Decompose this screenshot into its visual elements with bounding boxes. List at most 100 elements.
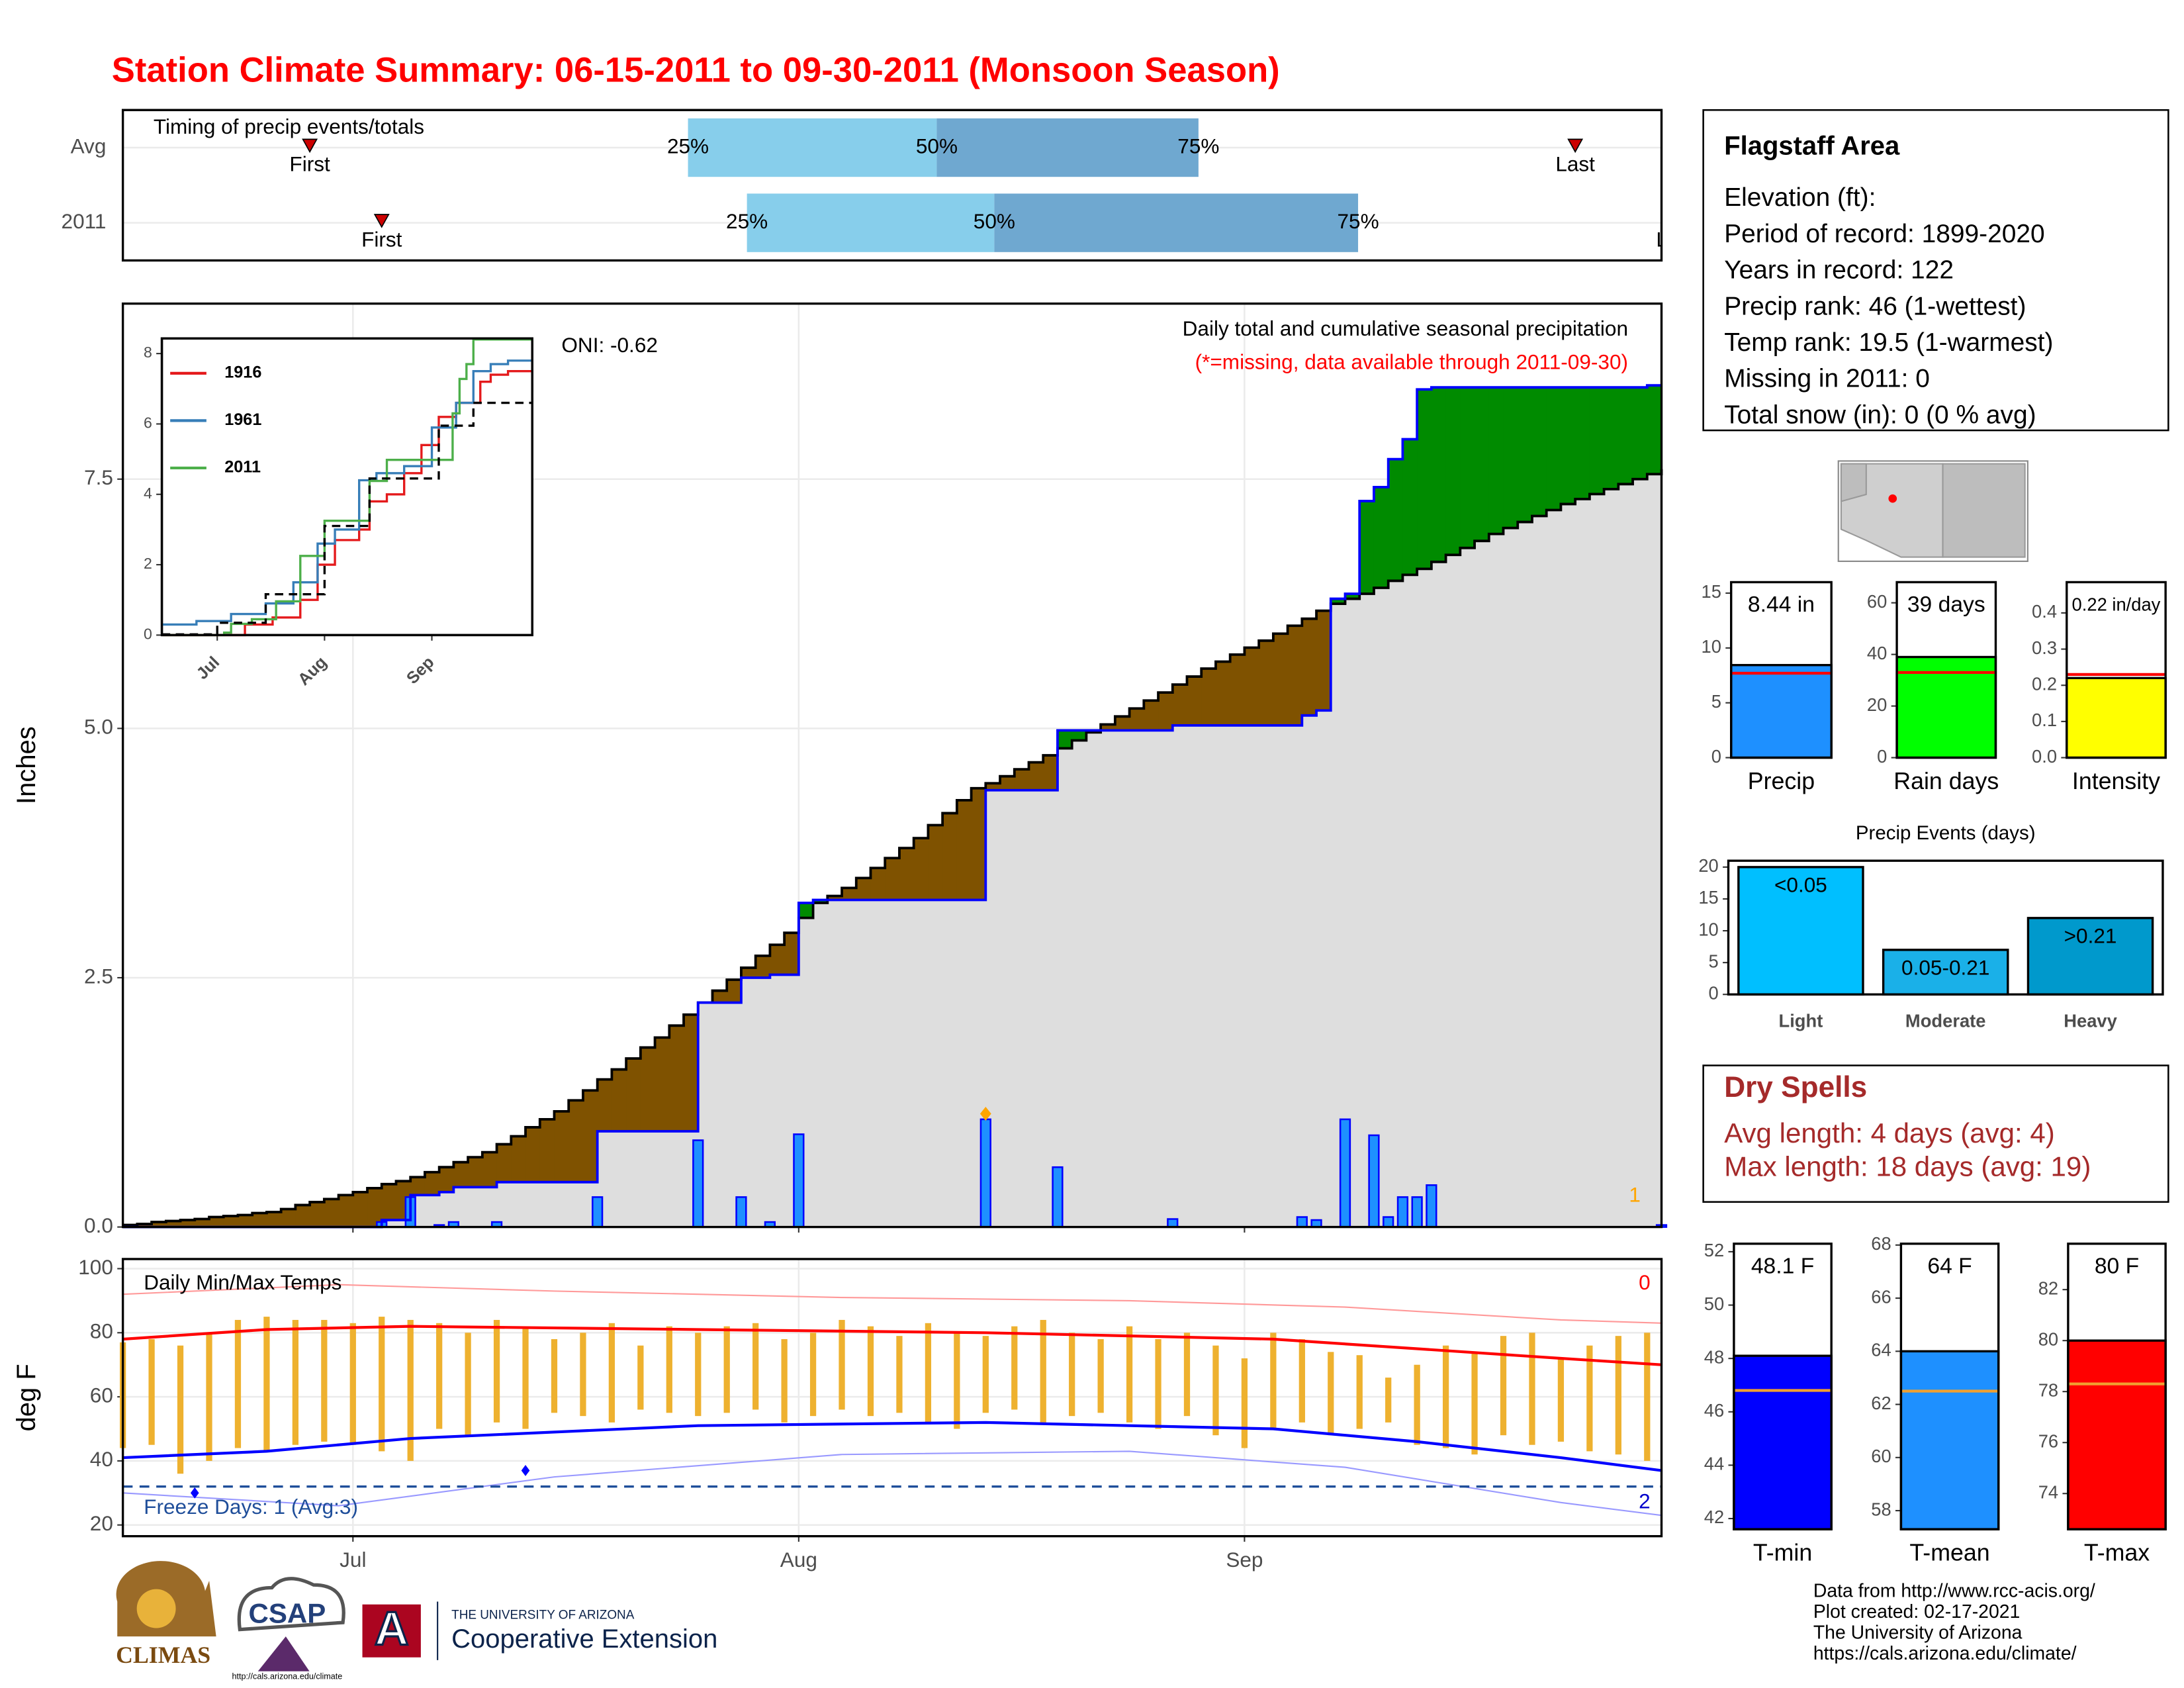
y-tick-label: 60	[1867, 591, 1887, 612]
base-area	[1417, 569, 1432, 1227]
temp-bar	[1442, 1345, 1449, 1448]
y-tick-label: 40	[1867, 643, 1887, 663]
y-tick-label: 4	[144, 485, 152, 502]
bar	[2067, 1339, 2167, 1530]
percent-label: 50%	[916, 134, 958, 158]
base-area	[1460, 547, 1475, 1227]
deficit-area	[1287, 626, 1302, 726]
y-tick-label: 5.0	[84, 715, 113, 739]
deficit-area	[453, 1162, 469, 1188]
y-tick-label: 60	[1871, 1446, 1891, 1466]
line	[122, 1421, 1662, 1472]
deficit-area	[569, 1100, 584, 1182]
y-tick-label: 60	[90, 1383, 113, 1407]
deficit-area	[1244, 647, 1259, 726]
ua-emblem	[362, 1604, 421, 1658]
climas-logo-text: CLIMAS	[116, 1642, 210, 1668]
deficit-area	[496, 1144, 512, 1182]
daily-bar	[1167, 1218, 1179, 1228]
surplus-area	[1057, 730, 1073, 749]
footer-line: https://cals.arizona.edu/climate/	[1813, 1643, 2077, 1664]
base-area	[1129, 730, 1144, 1227]
base-area	[813, 903, 828, 1227]
temp-bar	[292, 1319, 299, 1445]
temp-bar	[781, 1338, 788, 1423]
base-area	[1402, 575, 1418, 1227]
deficit-area	[971, 788, 986, 900]
csap-mountain	[257, 1636, 310, 1671]
bar	[1730, 664, 1833, 759]
value-label: 39 days	[1907, 592, 1985, 617]
base-area	[842, 900, 857, 1227]
y-tick-label: 78	[2038, 1380, 2058, 1400]
low-count: 2	[1639, 1489, 1651, 1513]
footer-line: Data from http://www.rcc-acis.org/	[1813, 1580, 2095, 1601]
temp-bar	[551, 1338, 558, 1413]
deficit-area	[1028, 762, 1044, 790]
category-label: Light	[1779, 1011, 1823, 1031]
temp-bar	[1644, 1333, 1651, 1461]
temp-bar	[1471, 1352, 1478, 1455]
daily-bar	[793, 1133, 805, 1228]
deficit-area	[1201, 669, 1216, 726]
temp-bar	[1241, 1358, 1248, 1448]
base-area	[511, 1182, 526, 1227]
marker-label: Last	[1656, 227, 1696, 251]
timing-marker	[373, 214, 390, 228]
base-area	[1287, 725, 1302, 1227]
timing-marker	[1567, 138, 1584, 154]
plot-frame	[1895, 581, 1997, 759]
timing-segment	[688, 118, 937, 177]
station-lines: Elevation (ft): Period of record: 1899-20…	[1724, 183, 2053, 429]
base-area	[569, 1182, 584, 1227]
deficit-area	[669, 1025, 684, 1131]
base-area	[1330, 604, 1346, 1227]
daily-bar	[1426, 1184, 1437, 1228]
page-title: Station Climate Summary: 06-15-2011 to 0…	[112, 50, 1280, 89]
deficit-area	[295, 1205, 310, 1227]
station-line: Precip rank: 46 (1-wettest)	[1724, 292, 2026, 320]
y-tick-label: 42	[1704, 1507, 1724, 1527]
base-area	[496, 1182, 512, 1227]
station-line: Years in record: 122	[1724, 256, 1954, 285]
deficit-area	[870, 868, 886, 900]
dry-spells-lines: Avg length: 4 days (avg: 4)Max length: 1…	[1724, 1117, 2091, 1182]
map-state	[1840, 463, 1867, 502]
base-area	[453, 1187, 469, 1227]
deficit-area	[684, 1014, 699, 1131]
deficit-area	[165, 1221, 181, 1227]
bar-label: 0.05-0.21	[1901, 956, 1989, 980]
y-tick-label: 20	[1867, 694, 1887, 715]
y-tick-label: 10	[1702, 636, 1721, 657]
deficit-area	[266, 1211, 282, 1227]
deficit-area	[712, 990, 727, 1003]
surplus-area	[1475, 387, 1490, 541]
value-label: 0.22 in/day	[2072, 594, 2161, 614]
category-label: T-max	[2084, 1539, 2150, 1566]
count-label: 1	[1629, 1183, 1641, 1207]
base-area	[1388, 581, 1404, 1227]
temp-bar	[1586, 1345, 1593, 1452]
timing-segment	[994, 193, 1359, 252]
category-label: T-mean	[1909, 1539, 1989, 1566]
percent-label: 25%	[667, 134, 709, 158]
base-area	[1101, 730, 1116, 1227]
deficit-area	[554, 1111, 569, 1182]
timing-segment	[936, 118, 1199, 177]
temp-bar	[1155, 1338, 1161, 1429]
base-area	[1201, 725, 1216, 1227]
temp-bar	[1615, 1336, 1621, 1455]
subtitle: Daily total and cumulative seasonal prec…	[1183, 316, 1628, 340]
base-area	[1546, 510, 1562, 1227]
record-marker	[521, 1465, 530, 1476]
y-tick-label: 100	[78, 1255, 113, 1279]
base-area	[1215, 725, 1231, 1227]
deficit-area	[1115, 716, 1130, 731]
y-tick-label: 2	[144, 555, 152, 572]
base-area	[1086, 732, 1101, 1227]
y-tick-label: 0.0	[2032, 746, 2057, 767]
plot-frame	[121, 302, 1663, 1229]
y-tick-label: 0	[1711, 746, 1721, 767]
deficit-area	[152, 1222, 167, 1227]
